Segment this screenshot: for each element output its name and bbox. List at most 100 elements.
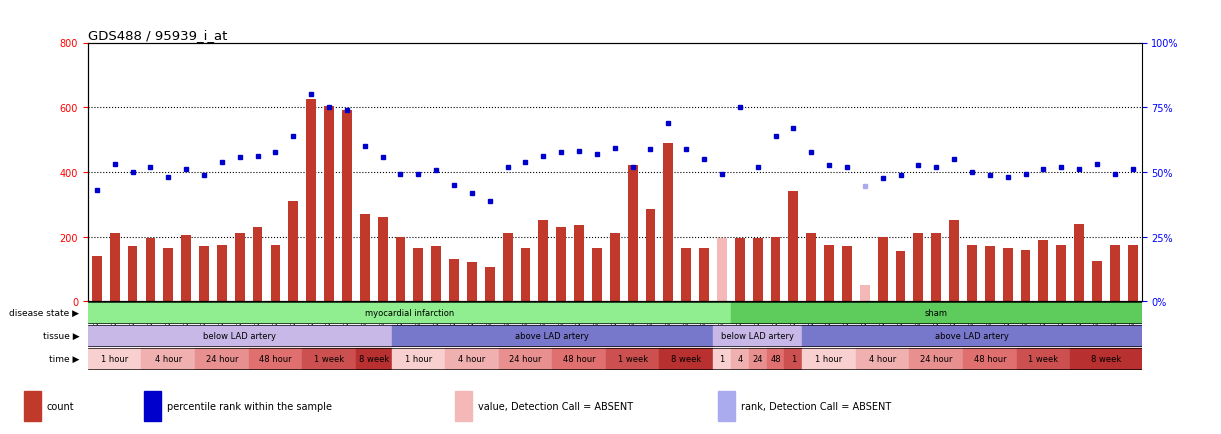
Bar <box>802 349 856 369</box>
Bar <box>1092 261 1101 302</box>
Text: myocardial infarction: myocardial infarction <box>365 309 454 318</box>
Bar <box>1128 245 1138 302</box>
Bar <box>842 247 852 302</box>
Text: 1 week: 1 week <box>618 355 647 363</box>
Text: 1: 1 <box>791 355 796 363</box>
Text: sham: sham <box>924 309 947 318</box>
Bar <box>455 391 471 421</box>
Bar <box>1056 245 1066 302</box>
Bar <box>609 234 620 302</box>
Bar <box>592 248 602 302</box>
Text: 4 hour: 4 hour <box>869 355 896 363</box>
Bar <box>731 303 1142 323</box>
Bar <box>431 247 441 302</box>
Bar <box>1070 349 1142 369</box>
Text: 1 week: 1 week <box>1028 355 1059 363</box>
Text: value, Detection Call = ABSENT: value, Detection Call = ABSENT <box>477 401 632 411</box>
Bar <box>466 263 477 302</box>
Text: rank, Detection Call = ABSENT: rank, Detection Call = ABSENT <box>741 401 891 411</box>
Bar <box>498 349 552 369</box>
Bar <box>142 349 195 369</box>
Bar <box>913 234 923 302</box>
Bar <box>552 349 606 369</box>
Bar <box>360 214 370 302</box>
Bar <box>195 349 249 369</box>
Bar <box>735 239 745 302</box>
Bar <box>1021 250 1031 302</box>
Bar <box>949 221 958 302</box>
Bar <box>932 234 941 302</box>
Text: 48 hour: 48 hour <box>973 355 1006 363</box>
Bar <box>446 349 498 369</box>
Bar <box>271 245 281 302</box>
Bar <box>659 349 713 369</box>
Bar <box>557 227 567 302</box>
Text: 1 hour: 1 hour <box>816 355 842 363</box>
Text: above LAD artery: above LAD artery <box>515 332 590 341</box>
Bar <box>681 248 691 302</box>
Text: 24 hour: 24 hour <box>509 355 542 363</box>
Text: below LAD artery: below LAD artery <box>722 332 794 341</box>
Text: 1 hour: 1 hour <box>101 355 128 363</box>
Bar <box>355 349 392 369</box>
Bar <box>234 234 244 302</box>
Bar <box>24 391 42 421</box>
Bar <box>856 349 910 369</box>
Text: 48: 48 <box>770 355 780 363</box>
Text: percentile rank within the sample: percentile rank within the sample <box>166 401 332 411</box>
Text: 4 hour: 4 hour <box>155 355 182 363</box>
Bar <box>713 326 802 346</box>
Bar <box>985 247 995 302</box>
Bar <box>199 247 209 302</box>
Bar <box>538 221 548 302</box>
Bar <box>88 349 142 369</box>
Bar <box>342 111 352 302</box>
Bar <box>767 349 784 369</box>
Text: 48 hour: 48 hour <box>259 355 292 363</box>
Bar <box>88 303 731 323</box>
Text: GDS488 / 95939_i_at: GDS488 / 95939_i_at <box>88 29 227 42</box>
Text: 1: 1 <box>719 355 724 363</box>
Text: below LAD artery: below LAD artery <box>203 332 276 341</box>
Bar <box>1017 349 1070 369</box>
Bar <box>414 248 424 302</box>
Bar <box>503 234 513 302</box>
Bar <box>784 349 802 369</box>
Bar <box>628 166 637 302</box>
Bar <box>396 237 405 302</box>
Bar <box>752 239 763 302</box>
Bar <box>392 326 713 346</box>
Bar <box>963 349 1017 369</box>
Bar <box>144 391 161 421</box>
Bar <box>377 218 387 302</box>
Bar <box>713 349 731 369</box>
Bar <box>717 239 726 302</box>
Bar <box>392 349 446 369</box>
Bar <box>1074 224 1084 302</box>
Bar <box>217 245 227 302</box>
Bar <box>92 256 101 302</box>
Bar <box>88 326 392 346</box>
Bar <box>896 252 906 302</box>
Bar <box>324 106 333 302</box>
Bar <box>967 245 977 302</box>
Bar <box>910 349 963 369</box>
Bar <box>1110 245 1120 302</box>
Text: tissue ▶: tissue ▶ <box>43 332 79 341</box>
Text: 48 hour: 48 hour <box>563 355 596 363</box>
Bar <box>860 286 869 302</box>
Bar <box>802 326 1142 346</box>
Bar <box>663 144 673 302</box>
Bar <box>718 391 735 421</box>
Bar <box>731 349 748 369</box>
Bar <box>145 239 155 302</box>
Text: above LAD artery: above LAD artery <box>935 332 1009 341</box>
Text: 4 hour: 4 hour <box>458 355 486 363</box>
Bar <box>700 248 709 302</box>
Bar <box>449 260 459 302</box>
Bar <box>1039 240 1049 302</box>
Bar <box>878 237 888 302</box>
Text: count: count <box>46 401 74 411</box>
Bar <box>520 248 530 302</box>
Text: 8 week: 8 week <box>1090 355 1121 363</box>
